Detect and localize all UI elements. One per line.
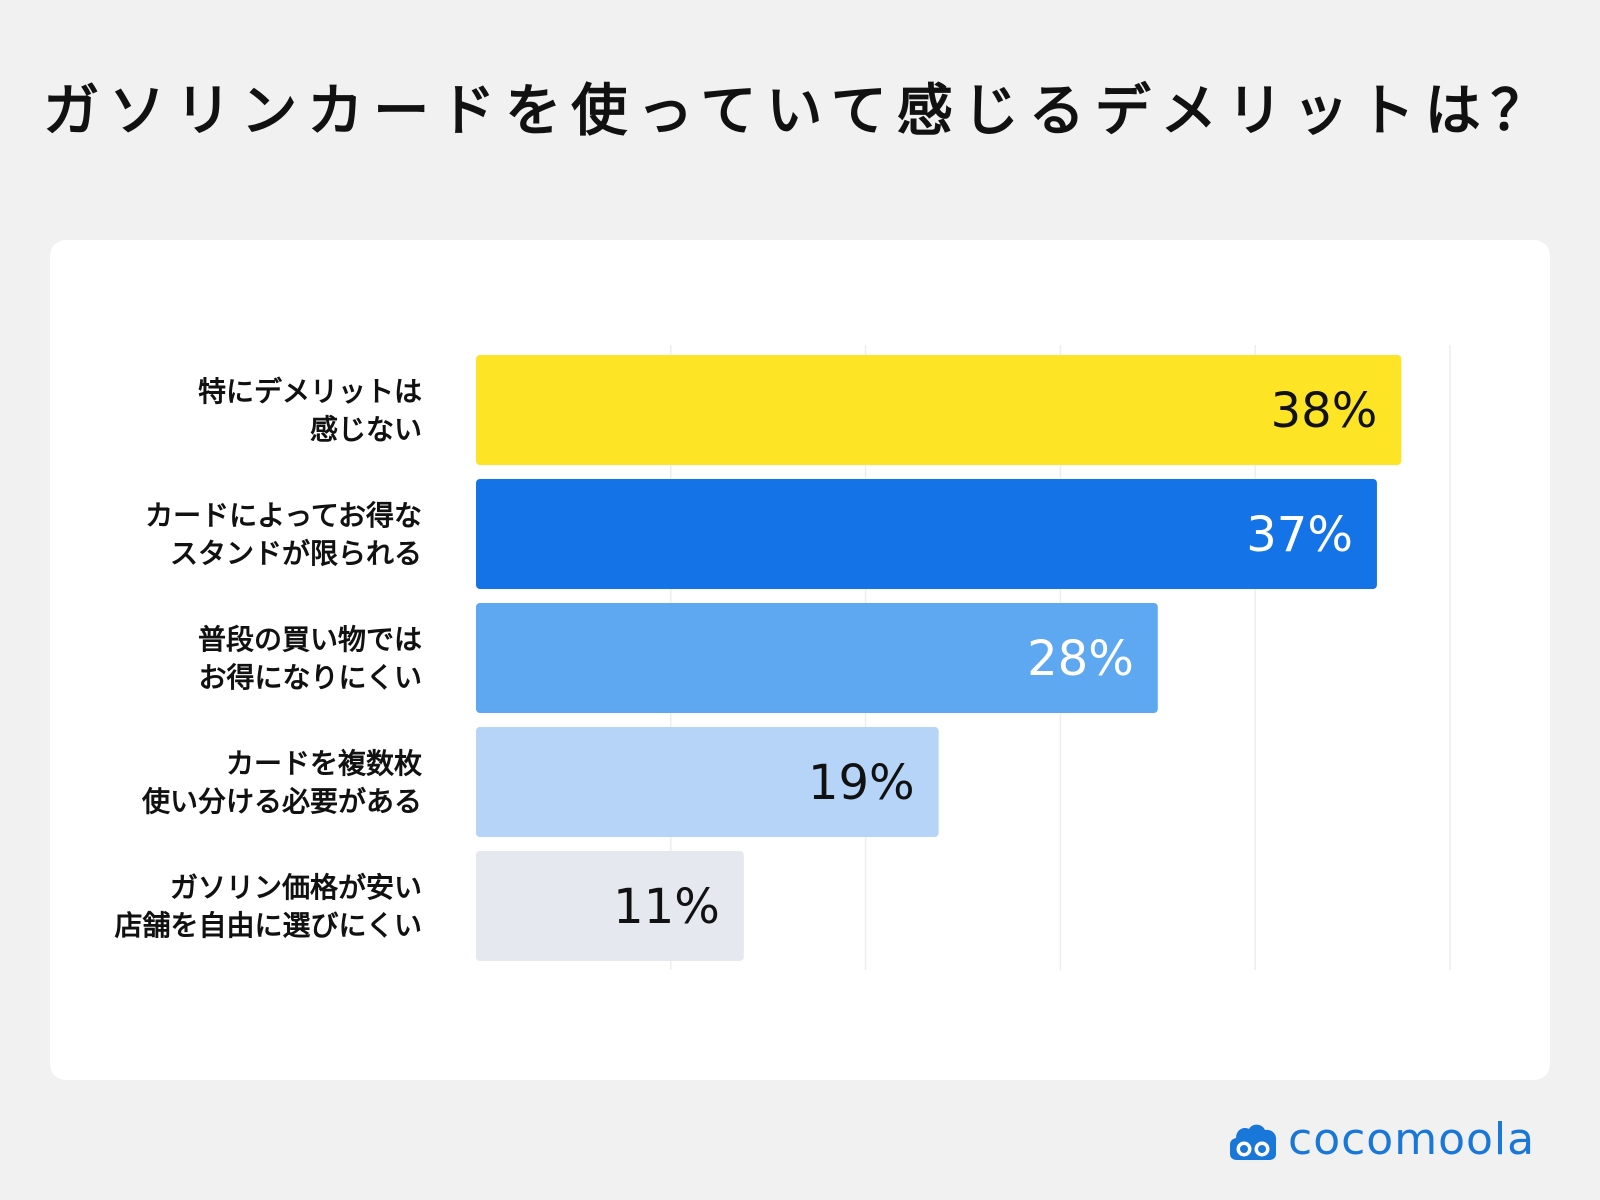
bar xyxy=(476,479,1377,589)
bar-value-label: 28% xyxy=(1027,631,1134,687)
bar xyxy=(476,727,939,837)
category-label-line: スタンドが限られる xyxy=(170,537,422,570)
category-label-line: カードによってお得な xyxy=(145,499,422,532)
bar-value-label: 38% xyxy=(1271,383,1378,439)
bar xyxy=(476,851,744,961)
category-label-line: 使い分ける必要がある xyxy=(141,785,422,818)
brand-logo: cocomoola xyxy=(1226,1112,1535,1168)
bar-value-label: 11% xyxy=(613,879,720,935)
bar-value-label: 37% xyxy=(1246,507,1353,563)
category-label-line: 店舗を自由に選びにくい xyxy=(115,909,422,942)
category-label-line: 感じない xyxy=(310,413,422,446)
category-label: ガソリン価格が安い店舗を自由に選びにくい xyxy=(115,871,422,942)
page-title: ガソリンカードを使っていて感じるデメリットは？ xyxy=(43,79,1557,144)
cloud-face-logo-icon xyxy=(1230,1124,1277,1160)
bar xyxy=(476,355,1402,465)
category-label-line: ガソリン価格が安い xyxy=(170,871,422,904)
horizontal-bar-chart: 38% 特にデメリットは感じない 37% カードによってお得なスタンドが限られる 28%… xyxy=(115,345,1451,970)
category-label-line: カードを複数枚 xyxy=(226,747,422,780)
category-label: カードを複数枚使い分ける必要がある xyxy=(141,747,422,818)
chart-card: 38% 特にデメリットは感じない 37% カードによってお得なスタンドが限られる 28%… xyxy=(50,240,1550,1080)
brand-name: cocomoola xyxy=(1288,1114,1536,1165)
category-label: 特にデメリットは感じない xyxy=(198,375,422,446)
category-label-line: 普段の買い物では xyxy=(198,623,422,656)
category-label: カードによってお得なスタンドが限られる xyxy=(145,499,422,570)
category-label-line: お得になりにくい xyxy=(199,661,422,694)
bar xyxy=(476,603,1158,713)
category-label-line: 特にデメリットは xyxy=(198,375,422,408)
bar-value-label: 19% xyxy=(808,755,915,811)
category-label: 普段の買い物ではお得になりにくい xyxy=(198,623,422,694)
